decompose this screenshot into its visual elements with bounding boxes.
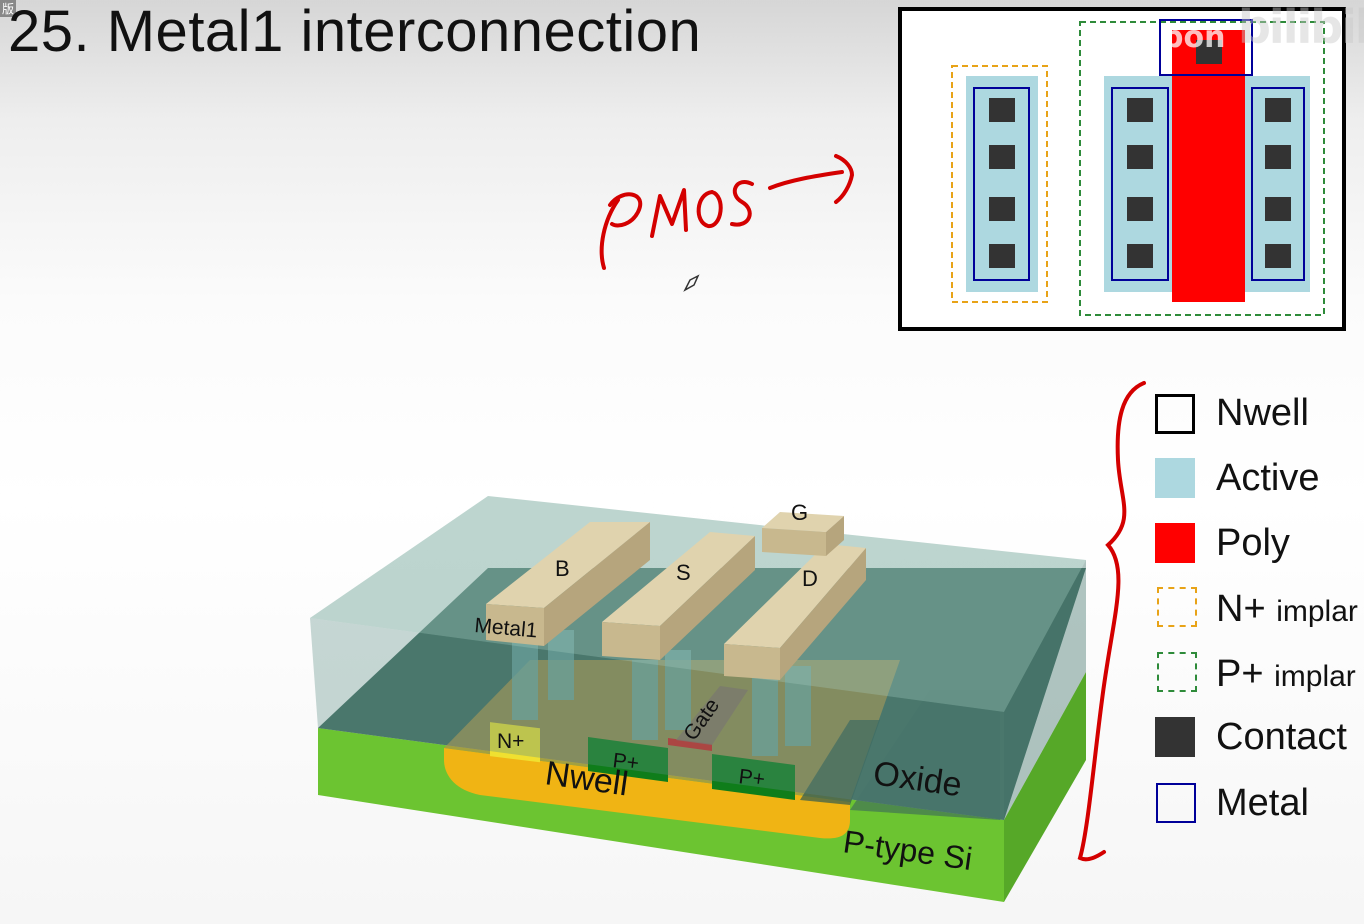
layout-contacts	[989, 40, 1291, 268]
handwritten-pmos-annotation	[599, 154, 854, 270]
legend-label-nwell: Nwell	[1216, 392, 1309, 434]
watermark-bilibili: bilibili	[1238, 0, 1364, 54]
legend-swatch-poly	[1155, 523, 1195, 563]
contact	[989, 98, 1015, 122]
label-n-plus: N+	[497, 730, 524, 753]
layout-pplus-implant	[1079, 21, 1325, 316]
metal1-bar-source	[602, 532, 755, 660]
label-p-plus-left: P+	[611, 749, 640, 775]
layout-metal-drain	[1251, 87, 1305, 281]
layout-nplus-implant	[951, 65, 1048, 303]
layout-metal-source	[1111, 87, 1169, 281]
legend-label-metal: Metal	[1216, 782, 1309, 824]
contact	[989, 197, 1015, 221]
contact	[1127, 197, 1153, 221]
contact	[1127, 244, 1153, 268]
label-drain: D	[802, 566, 818, 591]
metal1-bar-bulk	[486, 522, 650, 646]
contact	[1265, 98, 1291, 122]
legend-swatch-pplus	[1157, 652, 1197, 692]
metal1-pad-gate	[762, 512, 844, 556]
contact	[1127, 98, 1153, 122]
handwritten-brace	[1077, 381, 1146, 862]
legend-swatch-nwell	[1155, 394, 1195, 434]
contact	[1265, 197, 1291, 221]
layout-metal-bulk	[973, 87, 1030, 281]
contact	[989, 244, 1015, 268]
legend-swatch-nplus	[1157, 587, 1197, 627]
legend-label-active: Active	[1216, 457, 1320, 499]
pplus-region-right	[712, 754, 795, 800]
substrate-right	[1004, 672, 1086, 902]
label-bulk: B	[555, 556, 570, 581]
legend-swatch-contact	[1155, 717, 1195, 757]
pplus-region-left	[588, 737, 668, 782]
oxide-right	[1004, 560, 1086, 820]
contact	[1265, 145, 1291, 169]
corner-mark: 版	[0, 0, 17, 17]
label-gate-pad: G	[791, 500, 808, 525]
legend-label-contact: Contact	[1216, 716, 1347, 758]
label-source: S	[676, 560, 691, 585]
sti-trench	[800, 720, 880, 805]
nwell-region	[444, 748, 850, 839]
label-metal1: Metal1	[474, 614, 539, 642]
contact	[1265, 244, 1291, 268]
slide-title: 25. Metal1 interconnection	[8, 0, 702, 64]
nplus-region	[490, 722, 540, 763]
gate-poly	[668, 738, 712, 751]
sti-trench	[850, 690, 1000, 820]
contact	[1196, 40, 1222, 64]
contact	[989, 145, 1015, 169]
contact	[1127, 145, 1153, 169]
layout-poly	[1172, 30, 1245, 302]
gate-stack	[676, 686, 748, 745]
watermark-pon: pon	[1162, 20, 1226, 55]
legend-swatch-active	[1155, 458, 1195, 498]
metal1-bar-drain	[724, 544, 866, 680]
legend-label-nplus: N+ implar	[1216, 588, 1358, 630]
legend-swatch-metal	[1156, 783, 1196, 823]
legend-label-pplus: P+ implar	[1216, 653, 1356, 695]
label-p-plus-right: P+	[737, 765, 766, 791]
legend-label-poly: Poly	[1216, 522, 1290, 564]
oxide-front	[310, 618, 1004, 820]
layout-metal-gate	[1159, 19, 1253, 76]
pencil-cursor-icon	[683, 274, 700, 292]
